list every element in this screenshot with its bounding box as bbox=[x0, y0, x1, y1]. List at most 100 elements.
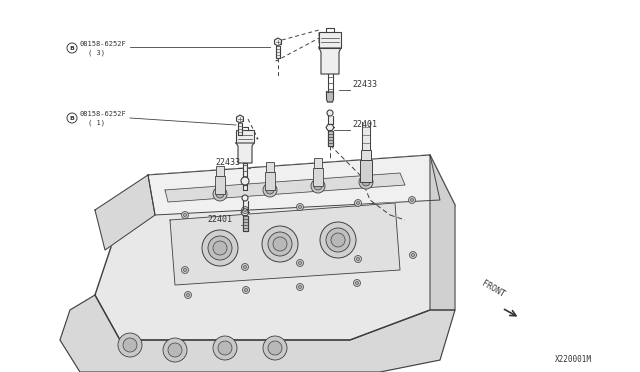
Circle shape bbox=[263, 336, 287, 360]
Circle shape bbox=[268, 232, 292, 256]
Circle shape bbox=[298, 262, 301, 264]
Bar bbox=[216, 166, 224, 176]
Circle shape bbox=[67, 113, 77, 123]
Bar bbox=[361, 150, 371, 160]
Circle shape bbox=[241, 263, 248, 270]
Circle shape bbox=[67, 43, 77, 53]
Circle shape bbox=[243, 286, 250, 294]
Bar bbox=[360, 160, 372, 182]
Circle shape bbox=[202, 230, 238, 266]
Circle shape bbox=[298, 285, 301, 289]
Polygon shape bbox=[326, 92, 333, 102]
Circle shape bbox=[184, 292, 191, 298]
Polygon shape bbox=[275, 38, 282, 46]
Text: B: B bbox=[70, 115, 74, 121]
Circle shape bbox=[410, 251, 417, 259]
Circle shape bbox=[311, 179, 325, 193]
Circle shape bbox=[320, 222, 356, 258]
Circle shape bbox=[244, 289, 248, 292]
Text: X220001M: X220001M bbox=[555, 355, 592, 364]
Text: ( 3): ( 3) bbox=[88, 49, 105, 55]
Circle shape bbox=[296, 260, 303, 266]
Circle shape bbox=[216, 190, 224, 198]
Circle shape bbox=[412, 253, 415, 257]
Text: 08158-6252F: 08158-6252F bbox=[80, 41, 127, 47]
Polygon shape bbox=[95, 155, 455, 340]
Polygon shape bbox=[236, 143, 254, 163]
Circle shape bbox=[182, 212, 189, 218]
Circle shape bbox=[243, 266, 246, 269]
Circle shape bbox=[123, 338, 137, 352]
Circle shape bbox=[186, 294, 189, 296]
Circle shape bbox=[356, 257, 360, 260]
Polygon shape bbox=[328, 116, 333, 124]
Bar bbox=[265, 172, 275, 190]
Circle shape bbox=[182, 266, 189, 273]
Circle shape bbox=[118, 333, 142, 357]
Circle shape bbox=[355, 282, 358, 285]
Circle shape bbox=[218, 341, 232, 355]
Polygon shape bbox=[243, 216, 248, 231]
Circle shape bbox=[314, 182, 322, 190]
Circle shape bbox=[298, 205, 301, 208]
Circle shape bbox=[326, 228, 350, 252]
Circle shape bbox=[355, 256, 362, 263]
Polygon shape bbox=[165, 173, 405, 202]
Circle shape bbox=[163, 338, 187, 362]
Circle shape bbox=[184, 269, 186, 272]
Polygon shape bbox=[243, 201, 248, 209]
Text: 22433: 22433 bbox=[352, 80, 377, 89]
Circle shape bbox=[296, 203, 303, 211]
Text: B: B bbox=[70, 45, 74, 51]
Circle shape bbox=[208, 236, 232, 260]
Circle shape bbox=[410, 199, 413, 202]
Bar bbox=[236, 130, 254, 143]
Polygon shape bbox=[237, 115, 243, 123]
Text: 22433: 22433 bbox=[215, 158, 240, 167]
Polygon shape bbox=[243, 163, 247, 185]
Bar bbox=[215, 176, 225, 194]
Text: 22401: 22401 bbox=[207, 215, 232, 224]
Circle shape bbox=[408, 196, 415, 203]
Polygon shape bbox=[430, 155, 455, 310]
Polygon shape bbox=[243, 185, 247, 190]
Circle shape bbox=[266, 186, 274, 194]
Circle shape bbox=[356, 202, 360, 205]
Bar bbox=[313, 168, 323, 186]
Polygon shape bbox=[241, 209, 249, 215]
Polygon shape bbox=[362, 122, 370, 150]
Polygon shape bbox=[60, 295, 455, 372]
Polygon shape bbox=[148, 155, 440, 215]
Circle shape bbox=[263, 183, 277, 197]
Circle shape bbox=[243, 208, 246, 212]
Bar bbox=[266, 162, 274, 172]
Circle shape bbox=[273, 237, 287, 251]
Circle shape bbox=[296, 283, 303, 291]
Circle shape bbox=[184, 214, 186, 217]
Polygon shape bbox=[326, 125, 334, 131]
Circle shape bbox=[331, 233, 345, 247]
Polygon shape bbox=[319, 48, 341, 74]
Text: FRONT: FRONT bbox=[480, 279, 506, 299]
Circle shape bbox=[168, 343, 182, 357]
Circle shape bbox=[262, 226, 298, 262]
Circle shape bbox=[213, 336, 237, 360]
Polygon shape bbox=[276, 46, 280, 58]
Text: ( 1): ( 1) bbox=[88, 119, 105, 125]
Circle shape bbox=[268, 341, 282, 355]
Circle shape bbox=[241, 206, 248, 214]
Circle shape bbox=[213, 187, 227, 201]
Polygon shape bbox=[238, 123, 242, 135]
Bar bbox=[319, 32, 341, 48]
Circle shape bbox=[362, 178, 370, 186]
Polygon shape bbox=[328, 131, 333, 146]
Circle shape bbox=[241, 177, 249, 185]
Circle shape bbox=[213, 241, 227, 255]
Circle shape bbox=[242, 195, 248, 201]
Circle shape bbox=[355, 199, 362, 206]
Circle shape bbox=[327, 110, 333, 116]
Polygon shape bbox=[95, 175, 155, 250]
Circle shape bbox=[353, 279, 360, 286]
Text: 22401: 22401 bbox=[352, 120, 377, 129]
Text: 08158-6252F: 08158-6252F bbox=[80, 111, 127, 117]
